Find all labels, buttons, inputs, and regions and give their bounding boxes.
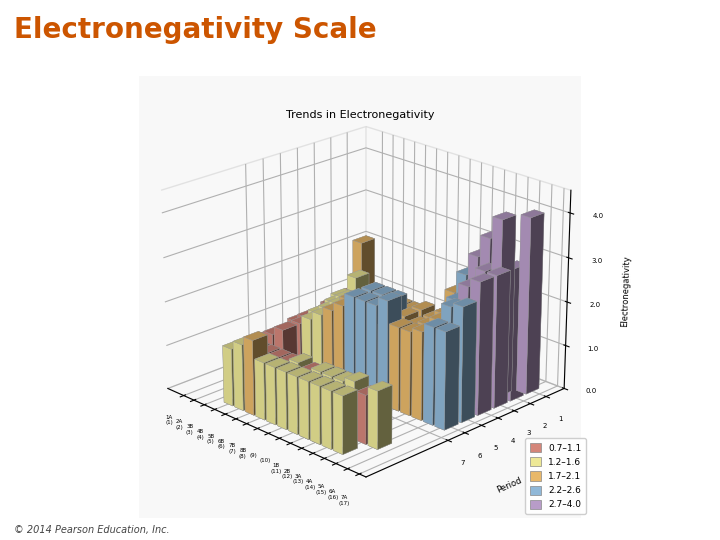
Title: Trends in Electronegativity: Trends in Electronegativity — [286, 110, 434, 120]
Y-axis label: Period: Period — [495, 475, 523, 494]
Text: © 2014 Pearson Education, Inc.: © 2014 Pearson Education, Inc. — [14, 524, 170, 535]
Text: Electronegativity Scale: Electronegativity Scale — [14, 16, 377, 44]
Legend: 0.7–1.1, 1.2–1.6, 1.7–2.1, 2.2–2.6, 2.7–4.0: 0.7–1.1, 1.2–1.6, 1.7–2.1, 2.2–2.6, 2.7–… — [526, 438, 586, 514]
